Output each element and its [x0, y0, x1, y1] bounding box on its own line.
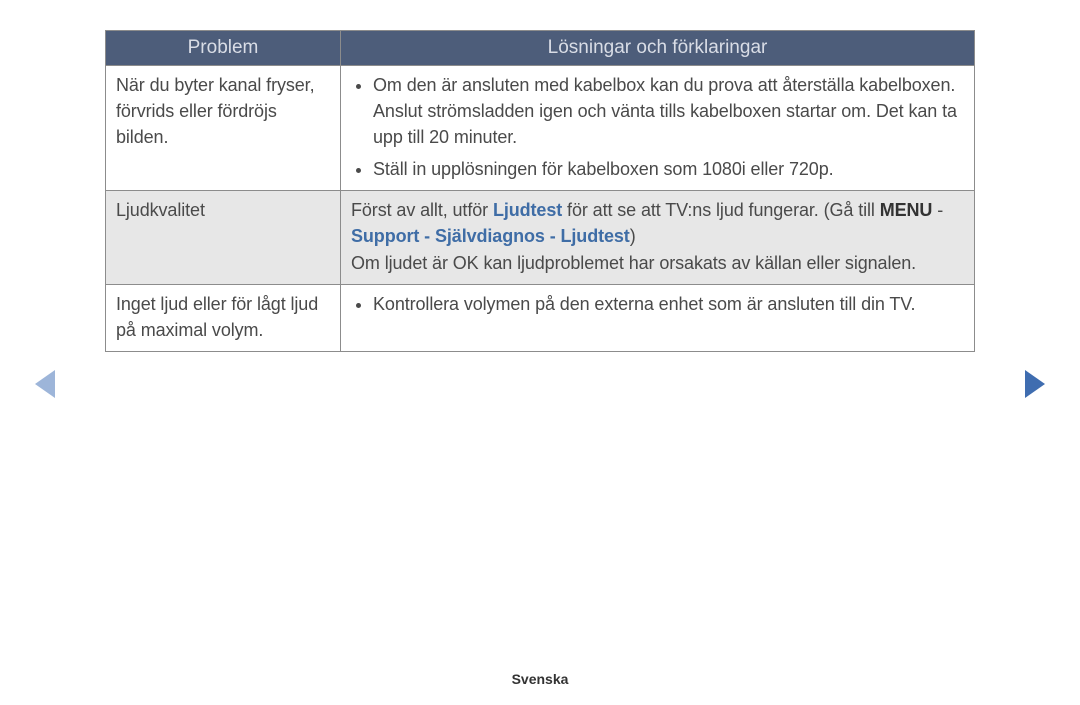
troubleshooting-table: Problem Lösningar och förklaringar När d… — [105, 30, 975, 352]
text: Om ljudet är OK kan ljudproblemet har or… — [351, 253, 916, 273]
text: för att se att TV:ns ljud fungerar. (Gå … — [562, 200, 880, 220]
cell-problem: När du byter kanal fryser, förvrids elle… — [106, 66, 341, 191]
cell-solution: Kontrollera volymen på den externa enhet… — [341, 284, 975, 351]
document-page: Problem Lösningar och förklaringar När d… — [0, 0, 1080, 352]
footer-language: Svenska — [0, 671, 1080, 687]
col-header-solution: Lösningar och förklaringar — [341, 31, 975, 66]
next-page-arrow[interactable] — [1025, 370, 1045, 398]
bullet-item: Kontrollera volymen på den externa enhet… — [373, 291, 964, 317]
text: - — [932, 200, 943, 220]
emph-text: Ljudtest — [493, 200, 562, 220]
emph-text: Support - Självdiagnos - Ljudtest — [351, 226, 630, 246]
bullet-item: Om den är ansluten med kabelbox kan du p… — [373, 72, 964, 150]
previous-page-arrow[interactable] — [35, 370, 55, 398]
cell-problem: Inget ljud eller för lågt ljud på maxima… — [106, 284, 341, 351]
text: ) — [630, 226, 636, 246]
table-row: Ljudkvalitet Först av allt, utför Ljudte… — [106, 191, 975, 284]
table-row: När du byter kanal fryser, förvrids elle… — [106, 66, 975, 191]
cell-solution: Om den är ansluten med kabelbox kan du p… — [341, 66, 975, 191]
text: Först av allt, utför — [351, 200, 493, 220]
cell-problem: Ljudkvalitet — [106, 191, 341, 284]
table-row: Inget ljud eller för lågt ljud på maxima… — [106, 284, 975, 351]
col-header-problem: Problem — [106, 31, 341, 66]
bullet-item: Ställ in upplösningen för kabelboxen som… — [373, 156, 964, 182]
cell-solution: Först av allt, utför Ljudtest för att se… — [341, 191, 975, 284]
bold-text: MENU — [880, 200, 933, 220]
